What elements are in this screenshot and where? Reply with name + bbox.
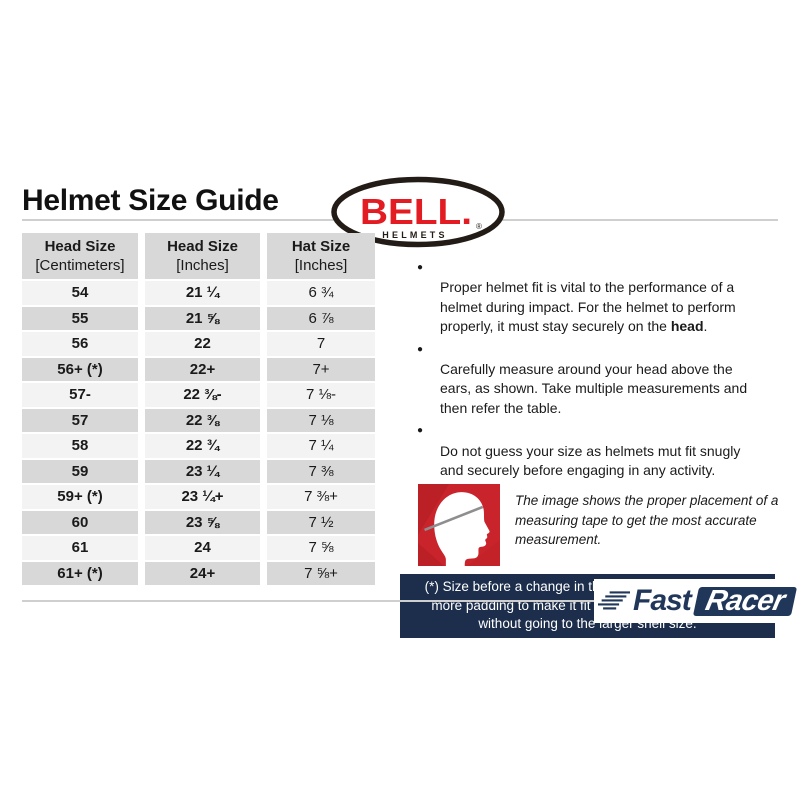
- table-cell: 7 ⅝: [267, 536, 375, 560]
- table-cell: 56+ (*): [22, 357, 138, 381]
- table-cell: 22: [145, 332, 260, 356]
- table-cell: 7 ⅛: [267, 408, 375, 432]
- bullet-item-fit: ● Proper helmet fit is vital to the perfo…: [417, 262, 736, 335]
- table-cell: 7 ⅛-: [267, 383, 375, 407]
- table-cell: 57: [22, 408, 138, 432]
- page-title: Helmet Size Guide: [22, 184, 279, 217]
- bullet-icon: ●: [417, 262, 424, 273]
- table-cell: 21 ⅝: [145, 306, 260, 330]
- bullet-icon: ●: [417, 425, 424, 437]
- table-cell: 60: [22, 510, 138, 534]
- table-cell: 61: [22, 536, 138, 560]
- measurement-figure-row: The image shows the proper placement of …: [418, 484, 785, 567]
- bell-helmets-text: HELMETS: [382, 230, 447, 240]
- table-cell: 7 ¼: [267, 434, 375, 458]
- table-cell: 7 ⅜+: [267, 485, 375, 509]
- table-cell: 23 ¼: [145, 459, 260, 483]
- table-cell: 56: [22, 332, 138, 356]
- footer-divider: [22, 600, 778, 602]
- table-cell: 7 ½: [267, 510, 375, 534]
- speed-lines-icon: [598, 590, 630, 609]
- bullet-bold-word: head: [670, 318, 704, 335]
- table-cell: 24: [145, 536, 260, 560]
- table-cell: 57-: [22, 383, 138, 407]
- table-cell: 22 ¾: [145, 434, 260, 458]
- table-cell: 61+ (*): [22, 561, 138, 585]
- table-cell: 24+: [145, 561, 260, 585]
- table-header-hat-size-in: Hat Size [Inches]: [267, 233, 375, 279]
- bullet-item-no-guess: ● Do not guess your size as helmets mut f…: [417, 425, 741, 479]
- table-cell: 6 ¾: [267, 281, 375, 305]
- registered-mark: ®: [476, 222, 482, 231]
- table-cell: 22+: [145, 357, 260, 381]
- table-header-head-size-in: Head Size [Inches]: [145, 233, 260, 279]
- racer-wordmark-box: Racer: [692, 584, 797, 617]
- size-table: Head Size [Centimeters] Head Size [Inche…: [22, 233, 375, 585]
- racer-wordmark: Racer: [702, 584, 788, 617]
- table-cell: 59+ (*): [22, 485, 138, 509]
- table-cell: 7+: [267, 357, 375, 381]
- table-cell: 22 ⅜: [145, 408, 260, 432]
- table-cell: 58: [22, 434, 138, 458]
- table-cell: 22 ⅜-: [145, 383, 260, 407]
- bell-helmets-logo: BELL. HELMETS ®: [331, 176, 505, 248]
- fast-wordmark: Fast: [633, 584, 692, 617]
- bell-oval: [331, 176, 505, 248]
- table-cell: 21 ¼: [145, 281, 260, 305]
- table-header-head-size-cm: Head Size [Centimeters]: [22, 233, 138, 279]
- table-cell: 23 ⅝: [145, 510, 260, 534]
- table-cell: 6 ⅞: [267, 306, 375, 330]
- measuring-tape-icon: [424, 506, 484, 532]
- table-cell: 23 ¼+: [145, 485, 260, 509]
- bell-wordmark: BELL.: [360, 191, 472, 232]
- table-cell: 7 ⅝+: [267, 561, 375, 585]
- table-cell: 54: [22, 281, 138, 305]
- table-cell: 7 ⅜: [267, 459, 375, 483]
- table-cell: 55: [22, 306, 138, 330]
- bullet-item-measure: ● Carefully measure around your head abov…: [417, 343, 748, 416]
- fastracer-logo: Fast Racer: [594, 579, 798, 623]
- table-cell: 59: [22, 459, 138, 483]
- figure-caption: The image shows the proper placement of …: [515, 493, 779, 548]
- bullet-icon: ●: [417, 343, 424, 355]
- table-cell: 7: [267, 332, 375, 356]
- head-measurement-image: [418, 484, 500, 567]
